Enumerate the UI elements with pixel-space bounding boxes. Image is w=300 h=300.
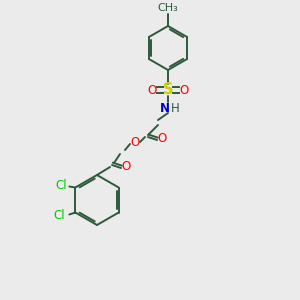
Text: N: N xyxy=(160,101,170,115)
Text: O: O xyxy=(147,83,157,97)
Text: O: O xyxy=(158,131,166,145)
Text: Cl: Cl xyxy=(53,209,65,222)
Text: CH₃: CH₃ xyxy=(158,3,178,13)
Text: O: O xyxy=(179,83,189,97)
Text: Cl: Cl xyxy=(56,179,67,192)
Text: S: S xyxy=(163,82,173,98)
Text: H: H xyxy=(171,101,179,115)
Text: O: O xyxy=(122,160,130,172)
Text: O: O xyxy=(130,136,140,148)
